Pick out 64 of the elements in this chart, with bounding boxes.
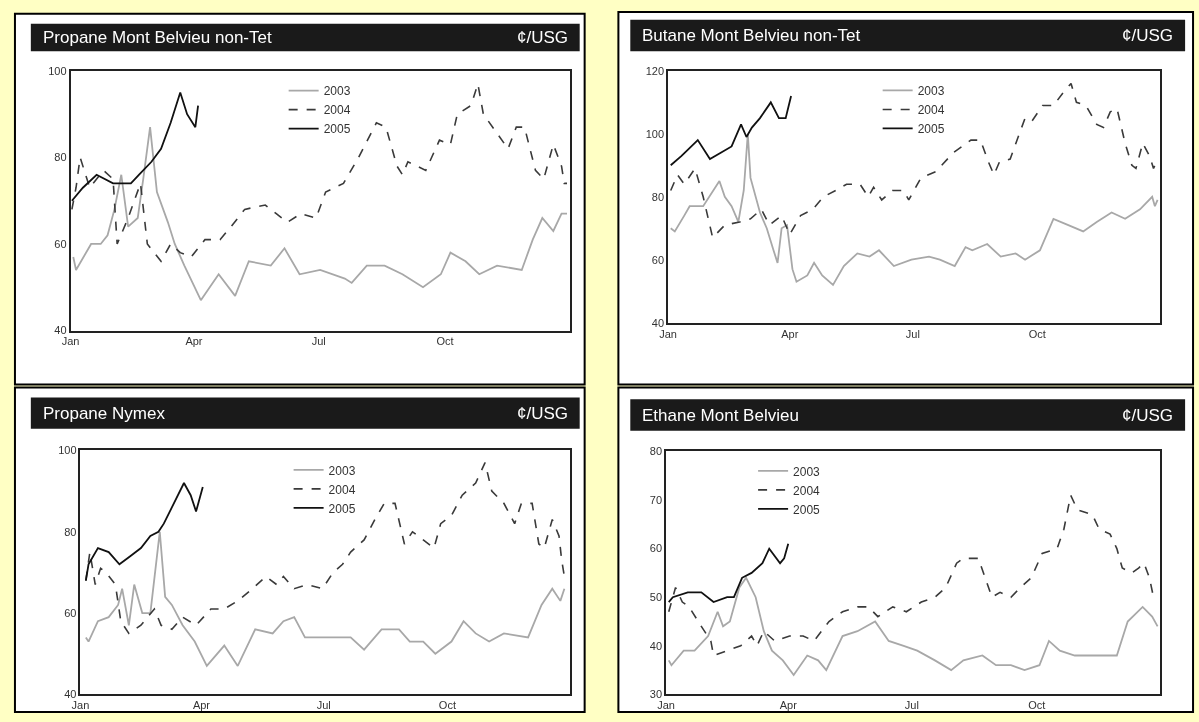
legend-label: 2004 xyxy=(917,103,945,118)
x-tick-label: Jan xyxy=(61,335,80,348)
line-series xyxy=(85,461,566,635)
legend-label: 2005 xyxy=(793,502,821,517)
y-tick-label: 60 xyxy=(64,606,77,619)
line-series xyxy=(84,482,204,582)
legend-label: 2003 xyxy=(323,84,351,99)
y-tick-label: 50 xyxy=(649,591,663,604)
y-tick-label: 60 xyxy=(649,542,663,555)
x-tick-label: Jul xyxy=(316,699,331,712)
chart-title: Butane Mont Belvieu non-Tet xyxy=(642,26,861,45)
y-axis-title: ¢/USG xyxy=(1122,406,1174,425)
x-tick-label: Apr xyxy=(779,699,798,712)
x-tick-label: Jan xyxy=(71,699,90,712)
legend-label: 2004 xyxy=(328,482,356,497)
y-axis-title: ¢/USG xyxy=(517,28,569,47)
y-tick-label: 120 xyxy=(645,64,665,77)
chart-title: Ethane Mont Belvieu xyxy=(642,406,799,425)
y-tick-label: 80 xyxy=(54,151,67,164)
line-series xyxy=(667,542,790,603)
line-series xyxy=(669,95,792,167)
y-tick-label: 30 xyxy=(649,688,663,701)
x-tick-label: Oct xyxy=(1028,327,1046,340)
x-tick-label: Apr xyxy=(192,699,211,712)
line-series xyxy=(84,530,566,667)
x-tick-label: Apr xyxy=(781,327,799,340)
line-series xyxy=(72,126,568,302)
legend-label: 2005 xyxy=(323,122,351,137)
x-tick-label: Oct xyxy=(1028,699,1046,712)
line-series xyxy=(669,132,1159,286)
x-tick-label: Apr xyxy=(185,335,203,348)
y-tick-label: 80 xyxy=(64,525,77,538)
legend-label: 2003 xyxy=(328,463,356,478)
legend-label: 2004 xyxy=(323,103,351,118)
y-axis-title: ¢/USG xyxy=(1122,26,1174,45)
y-tick-label: 100 xyxy=(58,444,77,457)
y-tick-label: 40 xyxy=(64,688,77,701)
x-tick-label: Jul xyxy=(904,699,919,712)
y-tick-label: 80 xyxy=(649,445,663,458)
legend-label: 2004 xyxy=(793,483,821,498)
y-tick-label: 100 xyxy=(48,64,67,77)
line-series xyxy=(71,91,199,202)
y-tick-label: 100 xyxy=(645,127,665,140)
legend-label: 2003 xyxy=(917,84,945,99)
y-tick-label: 60 xyxy=(651,253,665,266)
y-tick-label: 40 xyxy=(649,639,663,652)
x-tick-label: Oct xyxy=(438,699,456,712)
x-tick-label: Jan xyxy=(659,327,677,340)
y-axis-title: ¢/USG xyxy=(517,404,569,423)
y-tick-label: 60 xyxy=(54,237,67,250)
chart-title: Propane Nymex xyxy=(43,404,166,423)
y-tick-label: 70 xyxy=(649,493,663,506)
x-tick-label: Jan xyxy=(657,699,675,712)
legend-label: 2003 xyxy=(793,464,821,479)
x-tick-label: Jul xyxy=(905,327,920,340)
y-tick-label: 80 xyxy=(651,190,665,203)
x-tick-label: Oct xyxy=(436,335,454,348)
legend-label: 2005 xyxy=(917,122,945,137)
y-tick-label: 40 xyxy=(651,316,665,329)
x-tick-label: Jul xyxy=(311,335,326,348)
chart-title: Propane Mont Belvieu non-Tet xyxy=(43,28,272,47)
legend-label: 2005 xyxy=(328,501,356,516)
y-tick-label: 40 xyxy=(54,324,67,337)
line-series xyxy=(667,576,1159,676)
